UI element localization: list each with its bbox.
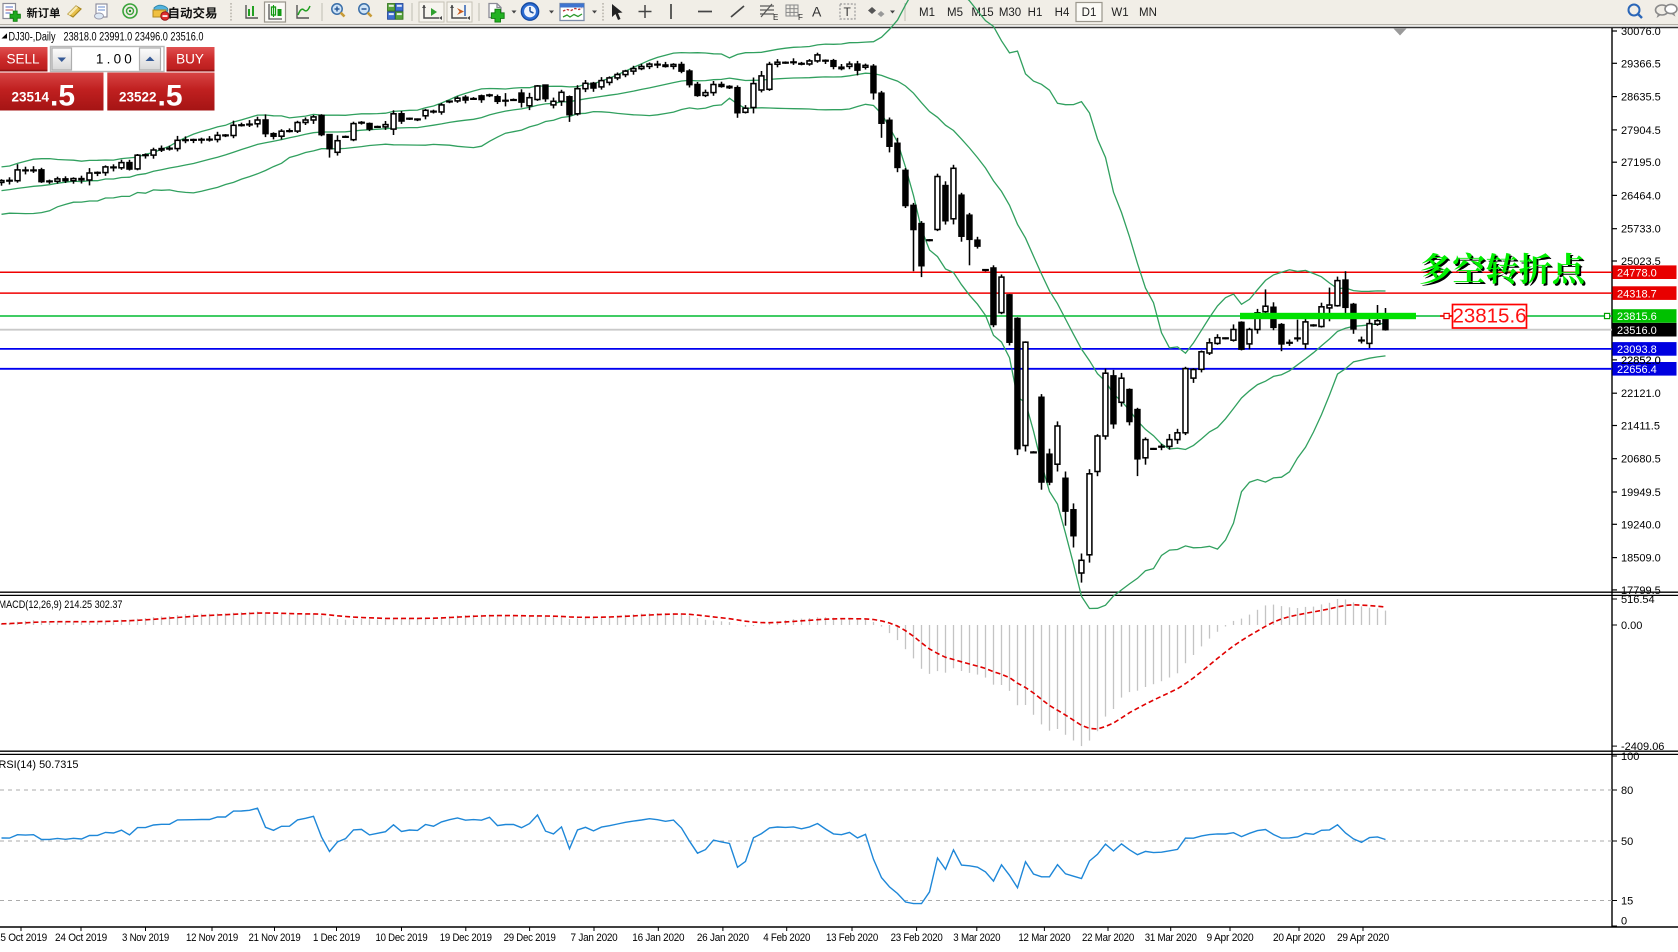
svg-text:23516.0: 23516.0: [1617, 325, 1657, 337]
svg-text:24318.7: 24318.7: [1617, 288, 1657, 300]
svg-text:18509.0: 18509.0: [1621, 553, 1661, 565]
svg-text:BUY: BUY: [176, 52, 204, 67]
svg-text:16 Jan 2020: 16 Jan 2020: [632, 932, 684, 944]
svg-text:24778.0: 24778.0: [1617, 267, 1657, 279]
svg-text:26 Jan 2020: 26 Jan 2020: [697, 932, 749, 944]
svg-text:23093.8: 23093.8: [1617, 344, 1657, 356]
svg-text:M5: M5: [947, 7, 963, 19]
svg-text:22121.0: 22121.0: [1621, 388, 1661, 400]
svg-text:.5: .5: [50, 80, 75, 113]
svg-text:27195.0: 27195.0: [1621, 157, 1661, 169]
svg-text:22852.0: 22852.0: [1621, 355, 1661, 367]
svg-text:H1: H1: [1028, 7, 1043, 19]
svg-text:T: T: [844, 5, 852, 19]
svg-text:SELL: SELL: [6, 52, 40, 67]
svg-text:-2409.06: -2409.06: [1621, 741, 1664, 753]
svg-text:26464.0: 26464.0: [1621, 190, 1661, 202]
svg-text:A: A: [812, 4, 822, 20]
svg-text:1.00: 1.00: [96, 52, 135, 67]
svg-text:24 Oct 2019: 24 Oct 2019: [55, 932, 107, 944]
svg-text:3 Nov 2019: 3 Nov 2019: [122, 932, 169, 944]
svg-text:20 Apr 2020: 20 Apr 2020: [1273, 932, 1325, 944]
svg-text:9 Apr 2020: 9 Apr 2020: [1207, 932, 1254, 944]
svg-text:0: 0: [1621, 916, 1627, 928]
svg-text:21 Nov 2019: 21 Nov 2019: [249, 932, 301, 944]
svg-text:E: E: [773, 13, 778, 22]
svg-text:RSI(14) 50.7315: RSI(14) 50.7315: [0, 759, 79, 771]
svg-text:23 Feb 2020: 23 Feb 2020: [891, 932, 943, 944]
svg-text:15: 15: [1621, 896, 1633, 908]
svg-text:19949.5: 19949.5: [1621, 487, 1661, 499]
svg-text:29 Apr 2020: 29 Apr 2020: [1337, 932, 1389, 944]
svg-text:29366.5: 29366.5: [1621, 58, 1661, 70]
svg-text:80: 80: [1621, 785, 1633, 797]
svg-text:13 Feb 2020: 13 Feb 2020: [826, 932, 878, 944]
svg-text:31 Mar 2020: 31 Mar 2020: [1145, 932, 1197, 944]
svg-text:0.00: 0.00: [1621, 620, 1642, 632]
svg-text:29 Dec 2019: 29 Dec 2019: [504, 932, 556, 944]
svg-text:23522: 23522: [119, 90, 157, 105]
svg-text:F: F: [798, 13, 803, 22]
svg-text:MN: MN: [1139, 7, 1157, 19]
svg-text:.5: .5: [158, 80, 183, 113]
svg-text:27904.5: 27904.5: [1621, 125, 1661, 137]
svg-text:M1: M1: [919, 7, 935, 19]
svg-text:19240.0: 19240.0: [1621, 519, 1661, 531]
svg-text:15 Oct 2019: 15 Oct 2019: [0, 932, 47, 944]
svg-text:19 Dec 2019: 19 Dec 2019: [440, 932, 492, 944]
svg-text:3 Mar 2020: 3 Mar 2020: [953, 932, 1000, 944]
svg-text:21411.5: 21411.5: [1621, 421, 1660, 433]
svg-text:20680.5: 20680.5: [1621, 454, 1661, 466]
svg-text:22 Mar 2020: 22 Mar 2020: [1082, 932, 1134, 944]
svg-text:12 Nov 2019: 12 Nov 2019: [186, 932, 238, 944]
svg-text:DJ30-,Daily: DJ30-,Daily: [9, 32, 56, 44]
svg-text:1 Dec 2019: 1 Dec 2019: [313, 932, 360, 944]
svg-text:M30: M30: [999, 7, 1021, 19]
svg-text:50: 50: [1621, 836, 1633, 848]
svg-text:25733.0: 25733.0: [1621, 224, 1661, 236]
svg-text:23818.0 23991.0 23496.0 23516.: 23818.0 23991.0 23496.0 23516.0: [64, 32, 204, 44]
svg-text:25023.5: 25023.5: [1621, 256, 1661, 268]
svg-text:22656.4: 22656.4: [1617, 364, 1657, 376]
svg-text:D1: D1: [1082, 7, 1097, 19]
svg-text:4 Feb 2020: 4 Feb 2020: [763, 932, 810, 944]
svg-text:30076.0: 30076.0: [1621, 26, 1661, 38]
svg-text:23815.6: 23815.6: [1452, 305, 1526, 328]
svg-text:7 Jan 2020: 7 Jan 2020: [571, 932, 618, 944]
svg-text:10 Dec 2019: 10 Dec 2019: [376, 932, 428, 944]
svg-text:17799.5: 17799.5: [1621, 585, 1661, 597]
svg-text:28635.5: 28635.5: [1621, 92, 1661, 104]
svg-text:100: 100: [1621, 751, 1639, 763]
svg-text:12 Mar 2020: 12 Mar 2020: [1018, 932, 1070, 944]
svg-text:516.54: 516.54: [1621, 594, 1655, 606]
svg-text:23815.6: 23815.6: [1617, 311, 1657, 323]
svg-text:23514: 23514: [12, 90, 50, 105]
svg-text:MACD(12,26,9) 214.25 302.37: MACD(12,26,9) 214.25 302.37: [0, 599, 123, 611]
svg-text:W1: W1: [1111, 7, 1128, 19]
svg-text:H4: H4: [1055, 7, 1070, 19]
